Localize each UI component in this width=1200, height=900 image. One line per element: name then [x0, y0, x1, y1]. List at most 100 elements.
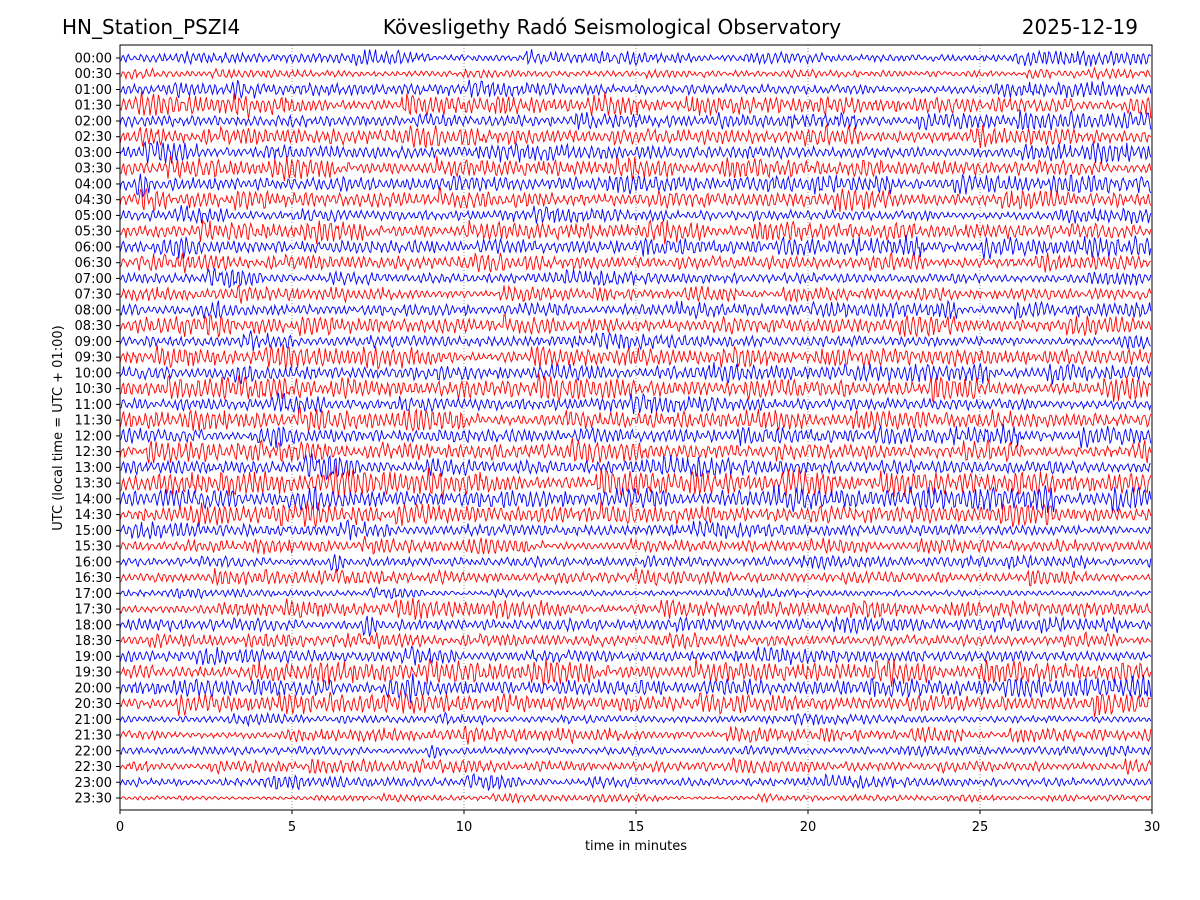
y-tick-label: 03:30 — [75, 162, 112, 177]
y-tick-label: 16:00 — [75, 555, 112, 570]
x-axis-label: time in minutes — [585, 839, 687, 854]
x-tick-label: 0 — [116, 820, 124, 835]
trace-2100 — [119, 711, 1152, 728]
y-tick-label: 07:00 — [75, 272, 112, 287]
y-tick-label: 04:30 — [75, 193, 112, 208]
trace-0630 — [119, 251, 1152, 273]
y-tick-label: 11:00 — [75, 398, 112, 413]
y-tick-label: 04:00 — [75, 177, 112, 192]
trace-0430 — [119, 186, 1152, 213]
y-tick-label: 05:30 — [75, 225, 112, 240]
trace-2030 — [119, 690, 1152, 718]
trace-0000 — [119, 49, 1152, 67]
y-tick-label: 00:00 — [75, 52, 112, 67]
x-tick-label: 15 — [628, 820, 645, 835]
observatory-title: Kövesligethy Radó Seismological Observat… — [382, 15, 842, 39]
trace-1730 — [119, 597, 1152, 620]
trace-0700 — [119, 267, 1152, 289]
y-tick-label: 22:00 — [75, 744, 112, 759]
trace-2000 — [119, 673, 1152, 703]
y-tick-label: 12:30 — [75, 445, 112, 460]
trace-0330 — [119, 155, 1152, 182]
x-tick-label: 25 — [972, 820, 989, 835]
trace-1330 — [119, 464, 1152, 500]
y-tick-label: 01:30 — [75, 99, 112, 114]
y-tick-label: 23:30 — [75, 792, 112, 807]
trace-1500 — [119, 519, 1152, 541]
trace-0300 — [119, 140, 1152, 164]
y-tick-label: 21:00 — [75, 713, 112, 728]
trace-2330 — [120, 792, 1151, 804]
y-tick-label: 17:00 — [75, 587, 112, 602]
y-tick-label: 07:30 — [75, 288, 112, 303]
trace-0530 — [119, 219, 1152, 245]
y-tick-label: 23:00 — [75, 776, 112, 791]
y-tick-label: 15:00 — [75, 524, 112, 539]
y-tick-label: 06:00 — [75, 240, 112, 255]
trace-1100 — [119, 392, 1152, 415]
trace-0130 — [119, 91, 1152, 119]
trace-1600 — [119, 554, 1152, 572]
trace-1900 — [119, 645, 1152, 666]
y-tick-label: 21:30 — [75, 729, 112, 744]
y-tick-label: 13:00 — [75, 461, 112, 476]
y-tick-label: 10:00 — [75, 366, 112, 381]
y-tick-label: 17:30 — [75, 603, 112, 618]
trace-2130 — [119, 725, 1152, 745]
trace-1630 — [119, 567, 1152, 587]
y-tick-label: 10:30 — [75, 382, 112, 397]
y-tick-label: 11:30 — [75, 414, 112, 429]
trace-0800 — [119, 299, 1152, 321]
trace-0500 — [119, 205, 1152, 225]
y-tick-label: 09:30 — [75, 351, 112, 366]
y-tick-label: 12:00 — [75, 429, 112, 444]
y-tick-label: 19:30 — [75, 666, 112, 681]
y-tick-label: 14:30 — [75, 508, 112, 523]
trace-1830 — [119, 630, 1152, 651]
trace-0200 — [119, 109, 1152, 131]
trace-0830 — [119, 314, 1152, 339]
y-tick-label: 00:30 — [75, 67, 112, 82]
y-tick-label: 08:30 — [75, 319, 112, 334]
trace-1530 — [119, 535, 1152, 555]
y-tick-label: 06:30 — [75, 256, 112, 271]
y-tick-label: 08:00 — [75, 303, 112, 318]
trace-1700 — [119, 586, 1152, 600]
trace-2200 — [119, 744, 1152, 759]
y-tick-label: 15:30 — [75, 540, 112, 555]
y-tick-label: 02:30 — [75, 130, 112, 145]
trace-0600 — [119, 234, 1152, 260]
y-tick-label: 20:00 — [75, 681, 112, 696]
x-tick-label: 30 — [1144, 820, 1161, 835]
y-tick-label: 02:00 — [75, 114, 112, 129]
y-tick-label: 19:00 — [75, 650, 112, 665]
y-tick-label: 14:00 — [75, 492, 112, 507]
trace-2300 — [119, 772, 1152, 792]
station-title: HN_Station_PSZI4 — [62, 15, 241, 39]
y-tick-label: 13:30 — [75, 477, 112, 492]
trace-0100 — [119, 79, 1152, 100]
y-tick-label: 18:00 — [75, 618, 112, 633]
trace-1300 — [119, 453, 1151, 481]
trace-0030 — [119, 66, 1152, 81]
trace-0900 — [119, 330, 1152, 351]
x-tick-label: 20 — [800, 820, 817, 835]
trace-2230 — [119, 756, 1152, 776]
y-tick-label: 05:00 — [75, 209, 112, 224]
y-tick-label: 03:00 — [75, 146, 112, 161]
trace-0400 — [119, 173, 1152, 198]
trace-1130 — [119, 406, 1152, 433]
trace-1800 — [119, 615, 1152, 637]
trace-1400 — [119, 485, 1152, 513]
trace-1930 — [119, 658, 1152, 687]
y-tick-label: 16:30 — [75, 571, 112, 586]
trace-1230 — [119, 438, 1152, 464]
trace-1030 — [119, 373, 1152, 405]
trace-1430 — [119, 499, 1152, 528]
y-axis-label: UTC (local time = UTC + 01:00) — [51, 325, 66, 530]
y-tick-label: 18:30 — [75, 634, 112, 649]
trace-1000 — [119, 362, 1152, 385]
date-title: 2025-12-19 — [1021, 15, 1138, 39]
trace-1200 — [119, 423, 1152, 449]
